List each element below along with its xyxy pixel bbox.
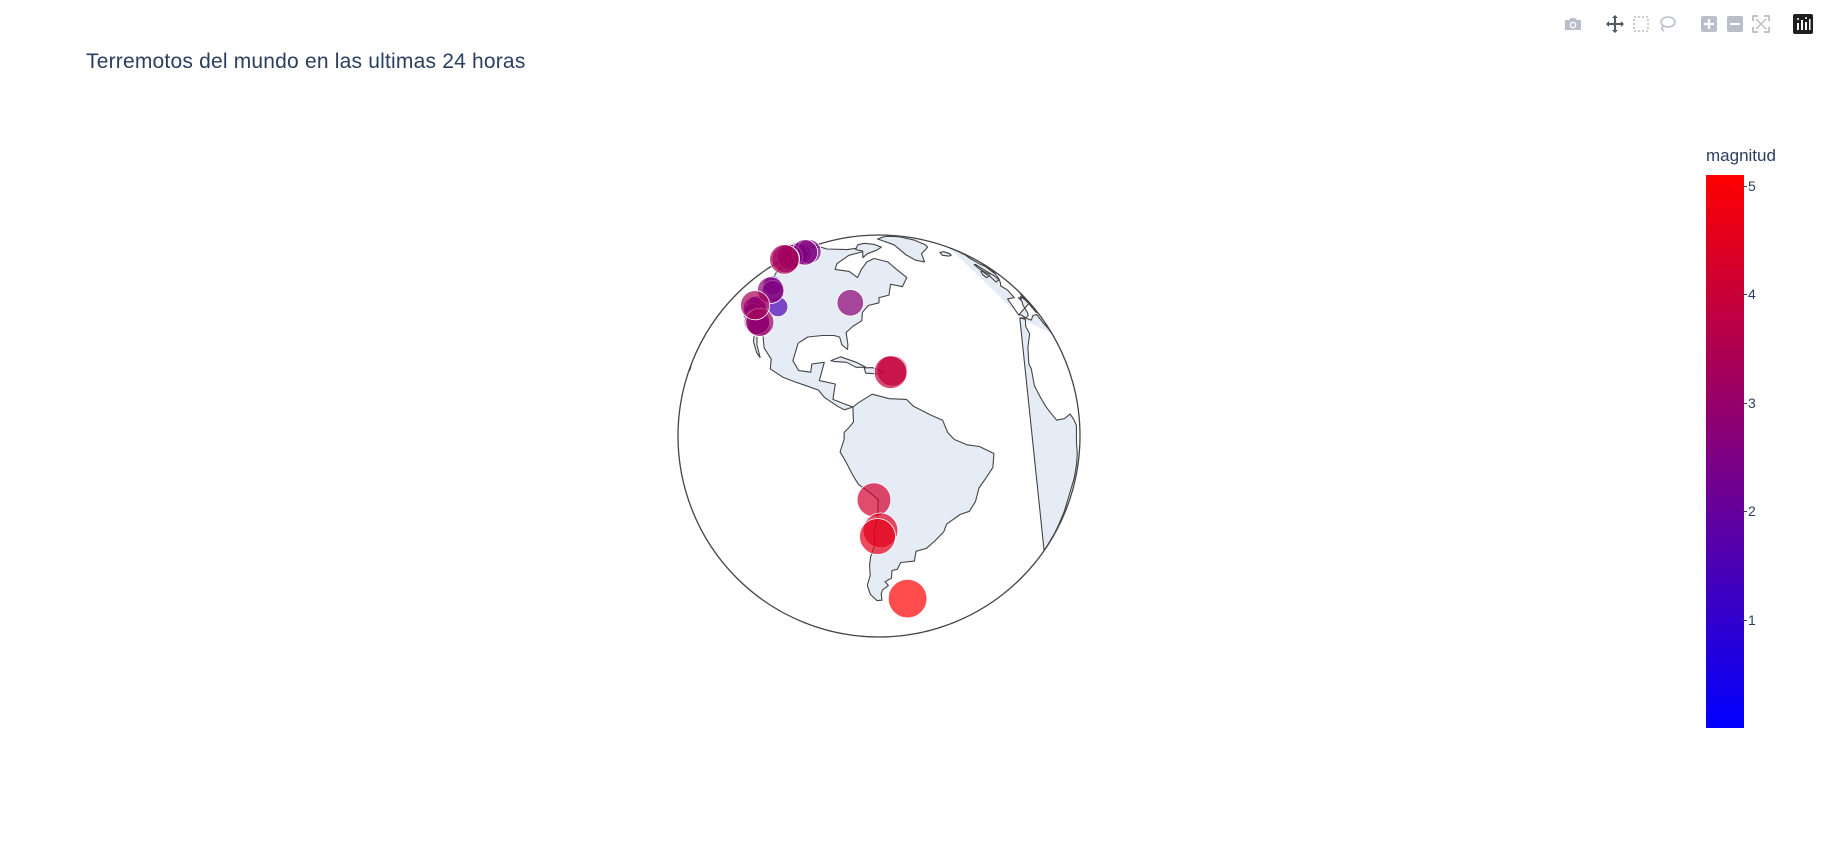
landmass-2 (855, 242, 882, 259)
landmass-6 (1019, 313, 1078, 552)
earthquake-point[interactable] (769, 244, 800, 275)
colorbar-title: magnitud (1706, 146, 1776, 165)
landmass-10 (939, 251, 952, 257)
landmass-3 (830, 356, 867, 368)
pan-icon[interactable] (1603, 12, 1627, 36)
globe-outline (677, 234, 1081, 638)
earthquake-point[interactable] (859, 518, 896, 555)
colorbar-tick: 3 (1743, 394, 1756, 411)
colorbar: magnitud 1 2 3 4 5 (1680, 140, 1800, 740)
earthquake-point[interactable] (873, 355, 908, 390)
colorbar-gradient (1706, 175, 1744, 728)
colorbar-tick: 4 (1743, 286, 1756, 303)
earthquake-point[interactable] (856, 482, 892, 518)
landmass-9 (980, 270, 990, 279)
lasso-icon[interactable] (1655, 12, 1679, 36)
autoscale-icon[interactable] (1749, 12, 1773, 36)
plotly-logo-icon[interactable] (1791, 12, 1815, 36)
colorbar-tick: 5 (1743, 177, 1756, 194)
earthquake-point[interactable] (887, 578, 928, 619)
colorbar-tick: 1 (1743, 611, 1756, 628)
earthquake-point[interactable] (740, 290, 771, 321)
chart-title: Terremotos del mundo en las ultimas 24 h… (86, 50, 526, 73)
earthquake-points (740, 239, 928, 619)
landmass-8 (973, 264, 1000, 283)
landmass-7 (949, 247, 1038, 319)
modebar (1561, 12, 1815, 36)
camera-icon[interactable] (1561, 12, 1585, 36)
earthquake-point[interactable] (836, 289, 865, 317)
box-select-icon[interactable] (1629, 12, 1653, 36)
colorbar-tick: 2 (1743, 503, 1756, 520)
zoom-out-icon[interactable] (1723, 12, 1747, 36)
zoom-in-icon[interactable] (1697, 12, 1721, 36)
landmass-1 (877, 235, 929, 263)
